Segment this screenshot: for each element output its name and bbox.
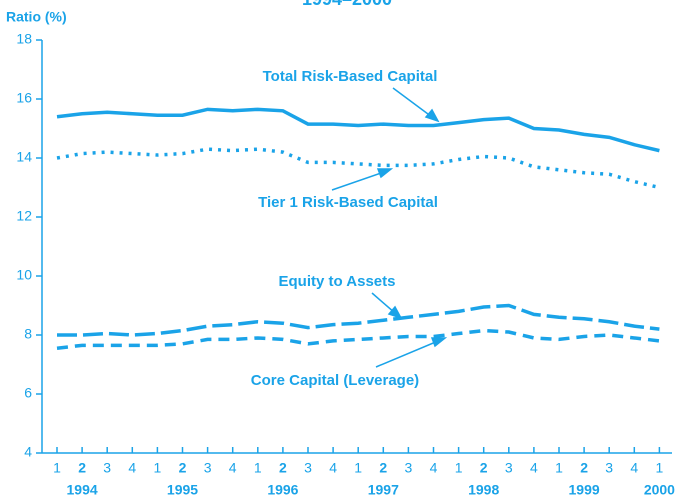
arrowhead bbox=[424, 108, 440, 123]
x-tick-label: 1 bbox=[555, 460, 563, 476]
x-tick-label: 4 bbox=[530, 460, 538, 476]
x-tick-label: 2 bbox=[78, 460, 86, 476]
series-line bbox=[56, 107, 660, 153]
x-tick-label: 1 bbox=[154, 460, 162, 476]
x-tick-label: 2 bbox=[179, 460, 187, 476]
x-tick-label: 2 bbox=[480, 460, 488, 476]
x-tick-label: 4 bbox=[128, 460, 136, 476]
series-line bbox=[56, 147, 660, 190]
series-line bbox=[57, 303, 660, 337]
arrowhead bbox=[376, 168, 394, 179]
y-tick-label: 14 bbox=[16, 149, 32, 165]
arrow bbox=[375, 340, 439, 368]
x-tick-label: 1 bbox=[354, 460, 362, 476]
x-tick-label: 3 bbox=[204, 460, 212, 476]
year-label: 1994 bbox=[67, 482, 98, 498]
x-tick-label: 2 bbox=[379, 460, 387, 476]
year-label: 1998 bbox=[468, 482, 499, 498]
arrow bbox=[371, 292, 396, 314]
x-tick-label: 3 bbox=[405, 460, 413, 476]
x-tick-label: 4 bbox=[229, 460, 237, 476]
x-tick-label: 2 bbox=[580, 460, 588, 476]
y-tick-label: 12 bbox=[16, 208, 32, 224]
x-tick-label: 4 bbox=[329, 460, 337, 476]
x-tick-label: 1 bbox=[656, 460, 664, 476]
year-label: 1999 bbox=[569, 482, 600, 498]
y-tick-label: 4 bbox=[24, 444, 32, 460]
arrowhead bbox=[387, 305, 403, 320]
year-label: 1997 bbox=[368, 482, 399, 498]
year-label: 1996 bbox=[267, 482, 298, 498]
year-label: 1995 bbox=[167, 482, 198, 498]
y-axis-label: Ratio (%) bbox=[6, 9, 67, 25]
series-label: Tier 1 Risk-Based Capital bbox=[258, 194, 438, 211]
x-tick-label: 4 bbox=[630, 460, 638, 476]
y-tick-label: 16 bbox=[16, 90, 32, 106]
x-tick-label: 3 bbox=[103, 460, 111, 476]
series-label: Core Capital (Leverage) bbox=[251, 372, 419, 389]
year-label: 2000 bbox=[644, 482, 675, 498]
x-tick-label: 2 bbox=[279, 460, 287, 476]
y-tick-label: 8 bbox=[24, 326, 32, 342]
x-tick-label: 3 bbox=[304, 460, 312, 476]
x-tick-label: 1 bbox=[53, 460, 61, 476]
y-tick-label: 6 bbox=[24, 385, 32, 401]
arrow bbox=[392, 87, 433, 118]
arrowhead bbox=[430, 337, 448, 348]
y-tick-label: 18 bbox=[16, 31, 32, 47]
x-tick-label: 1 bbox=[455, 460, 463, 476]
x-tick-label: 1 bbox=[254, 460, 262, 476]
chart-title: 1994–2000 bbox=[302, 0, 392, 9]
y-tick-label: 10 bbox=[16, 267, 32, 283]
series-label: Equity to Assets bbox=[279, 273, 396, 290]
x-tick-label: 4 bbox=[430, 460, 438, 476]
x-tick-label: 3 bbox=[605, 460, 613, 476]
series-label: Total Risk-Based Capital bbox=[263, 68, 438, 85]
series-line bbox=[56, 328, 660, 351]
arrow bbox=[331, 171, 385, 191]
annotations bbox=[331, 87, 448, 368]
x-tick-label: 3 bbox=[505, 460, 513, 476]
